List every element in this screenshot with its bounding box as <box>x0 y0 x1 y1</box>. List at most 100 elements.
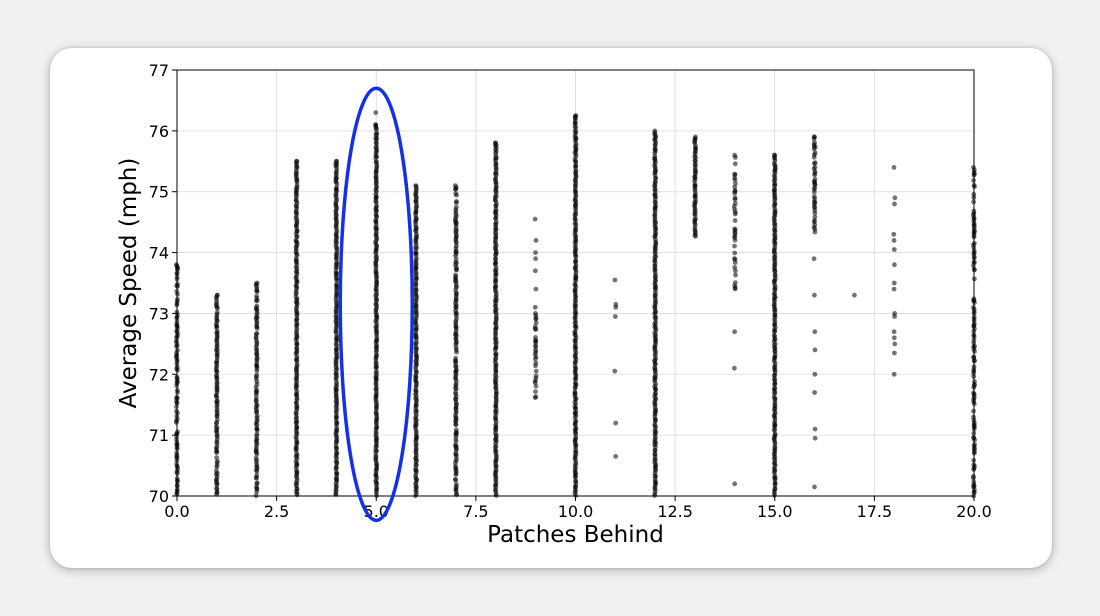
data-point <box>812 426 818 432</box>
data-point <box>812 176 818 182</box>
x-axis-label: Patches Behind <box>487 522 664 548</box>
data-point <box>453 204 459 210</box>
data-point <box>812 371 818 377</box>
data-point <box>373 159 379 165</box>
data-point <box>174 404 179 410</box>
data-point <box>453 355 459 361</box>
data-point <box>812 292 817 298</box>
x-tick-label: 0.0 <box>164 502 189 521</box>
x-tick-label: 15.0 <box>757 502 793 521</box>
data-point <box>892 350 897 356</box>
data-point <box>533 268 538 274</box>
data-point <box>732 201 738 206</box>
data-point <box>254 303 260 309</box>
data-point <box>533 394 539 400</box>
data-point <box>533 238 539 243</box>
x-tick-label: 10.0 <box>558 502 594 521</box>
data-point <box>533 389 538 394</box>
data-point <box>454 199 459 204</box>
x-tick-label: 2.5 <box>264 502 289 521</box>
data-point <box>613 420 619 426</box>
data-point <box>214 309 220 315</box>
data-point <box>532 216 538 222</box>
y-tick-label: 74 <box>149 244 169 263</box>
data-point <box>294 183 300 188</box>
data-point <box>732 171 738 177</box>
data-point <box>533 250 538 256</box>
data-point <box>213 424 219 429</box>
data-point <box>812 435 818 441</box>
data-point <box>612 368 618 374</box>
data-point <box>174 408 179 414</box>
data-point <box>772 152 778 158</box>
y-tick-label: 76 <box>149 122 169 141</box>
data-point <box>334 158 339 164</box>
data-point <box>891 371 897 377</box>
data-point <box>413 183 419 189</box>
x-tick-label: 20.0 <box>956 502 992 521</box>
data-point <box>453 481 459 487</box>
data-point <box>891 286 897 292</box>
data-point <box>812 329 818 335</box>
y-tick-label: 70 <box>149 487 169 506</box>
data-point <box>732 481 738 487</box>
data-point <box>732 280 738 285</box>
data-point <box>732 265 738 270</box>
data-point <box>732 250 738 256</box>
data-point <box>891 335 897 341</box>
data-point <box>652 128 658 134</box>
data-point <box>892 314 897 319</box>
data-point <box>891 238 897 243</box>
data-point <box>573 113 579 118</box>
data-point <box>732 365 737 371</box>
data-point <box>892 201 897 207</box>
data-point <box>254 480 260 486</box>
data-point <box>254 431 260 437</box>
data-point <box>892 262 897 268</box>
data-point <box>254 372 260 378</box>
highlight-ellipse <box>338 86 414 523</box>
data-points <box>174 110 977 499</box>
data-point <box>732 195 738 201</box>
data-point <box>971 305 976 310</box>
data-point <box>693 134 698 140</box>
y-tick-label: 77 <box>149 61 169 80</box>
data-point <box>971 165 976 170</box>
x-tick-label: 7.5 <box>463 502 488 521</box>
data-point <box>612 277 618 283</box>
data-point <box>811 256 817 262</box>
data-point <box>573 163 579 168</box>
data-point <box>772 385 778 391</box>
data-point <box>812 347 818 353</box>
data-point <box>533 335 538 340</box>
data-point <box>613 304 619 310</box>
data-point <box>732 188 738 194</box>
data-point <box>812 164 818 170</box>
data-point <box>812 150 818 156</box>
data-point <box>732 226 738 232</box>
data-point <box>254 280 260 286</box>
y-tick-label: 75 <box>149 183 169 202</box>
data-point <box>852 292 857 298</box>
y-tick-label: 72 <box>149 365 169 384</box>
data-point <box>771 332 777 338</box>
data-point <box>453 191 459 197</box>
data-point <box>493 351 499 356</box>
data-point <box>891 231 897 237</box>
data-point <box>532 324 538 330</box>
x-tick-label: 12.5 <box>657 502 693 521</box>
data-point <box>533 383 539 389</box>
data-point <box>253 455 259 461</box>
data-point <box>732 218 738 223</box>
data-point <box>533 311 538 316</box>
data-point <box>254 293 259 299</box>
data-point <box>533 320 539 326</box>
data-point <box>373 110 379 115</box>
x-tick-label: 17.5 <box>857 502 893 521</box>
data-point <box>812 140 817 145</box>
data-point <box>533 373 539 379</box>
data-point <box>493 256 498 261</box>
data-point <box>414 340 419 345</box>
data-point <box>294 158 299 164</box>
data-point <box>733 181 738 187</box>
